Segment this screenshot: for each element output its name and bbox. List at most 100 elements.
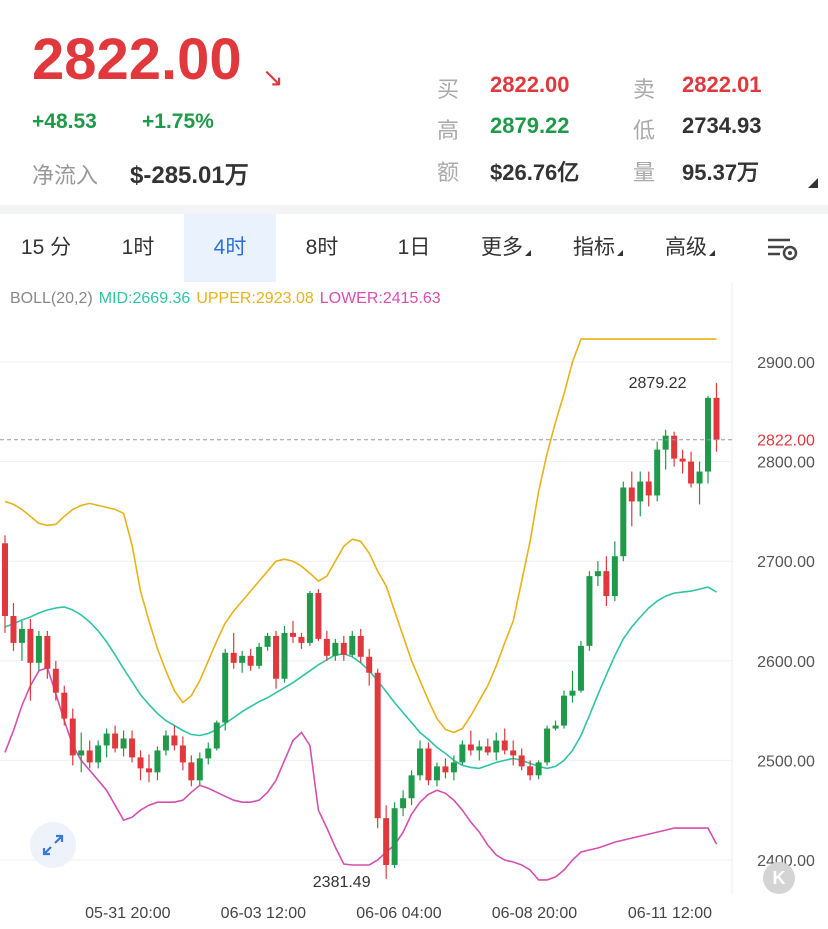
candle-body — [69, 718, 76, 756]
candle-body — [264, 635, 271, 647]
x-tick-label: 06-08 20:00 — [492, 905, 578, 922]
candle-body — [154, 750, 161, 773]
candle-body — [323, 638, 330, 656]
candle-body — [222, 652, 229, 723]
candle-body — [374, 672, 381, 819]
candle-body — [196, 758, 203, 781]
candle-body — [35, 635, 42, 663]
ask-value: 2822.01 — [682, 72, 762, 97]
candle-body — [459, 744, 466, 763]
candle-body — [645, 481, 652, 496]
boll-mid-line — [4, 586, 717, 770]
candle-body — [628, 487, 635, 502]
candle-body — [535, 762, 542, 776]
chart-settings-icon[interactable] — [762, 232, 802, 264]
candle-body — [705, 397, 712, 472]
candle-body — [391, 808, 398, 865]
x-tick-label: 06-03 12:00 — [221, 905, 307, 922]
down-right-arrow-icon: ↘ — [262, 62, 284, 92]
candle-body — [493, 740, 500, 753]
y-tick-label: 2600.00 — [757, 654, 815, 671]
tab-15m[interactable]: 15 分 — [20, 236, 72, 259]
candle-body — [332, 642, 339, 656]
k-logo-button[interactable]: K — [763, 862, 795, 894]
tab-8h[interactable]: 8时 — [305, 236, 339, 259]
candle-body — [586, 576, 593, 646]
candle-body — [2, 543, 8, 616]
candle-body — [383, 818, 390, 865]
high-annotation: 2879.22 — [629, 375, 687, 392]
tab-1d[interactable]: 1日 — [397, 236, 431, 259]
tab-indicators[interactable]: 指标 — [552, 214, 644, 282]
candle-body — [349, 635, 356, 655]
price-change-pct: +1.75% — [142, 110, 214, 133]
expand-arrows-icon — [42, 834, 64, 856]
x-tick-label: 06-11 12:00 — [628, 905, 712, 922]
candle-body — [129, 738, 136, 758]
candle-body — [662, 435, 669, 450]
candle-body — [679, 458, 686, 462]
candle-body — [171, 735, 178, 746]
candle-body — [205, 748, 212, 759]
bid-label: 买 — [437, 77, 460, 102]
dropdown-triangle-icon — [709, 250, 715, 256]
fullscreen-button[interactable] — [30, 822, 76, 868]
last-price: 2822.00 — [32, 27, 242, 92]
y-tick-label: 2700.00 — [757, 554, 815, 571]
tab-4h[interactable]: 4时 — [184, 214, 276, 282]
candle-body — [671, 435, 678, 459]
low-label: 低 — [633, 118, 656, 143]
candle-body — [400, 798, 407, 809]
candle-body — [145, 768, 152, 773]
volume-label: 量 — [633, 160, 656, 185]
candle-body — [366, 656, 373, 673]
quote-header: 2822.00 ↘ +48.53 +1.75% 净流入 $-285.01万 买 … — [0, 0, 828, 205]
candle-body — [450, 762, 457, 773]
y-tick-label: 2500.00 — [757, 753, 815, 770]
tab-more[interactable]: 更多 — [460, 214, 552, 282]
bid-value: 2822.00 — [490, 72, 570, 97]
candle-body — [603, 571, 610, 597]
candle-body — [654, 449, 661, 496]
boll-mid: MID:2669.36 — [98, 290, 191, 307]
candle-body — [256, 646, 263, 666]
low-annotation: 2381.49 — [313, 874, 371, 891]
price-change: +48.53 — [32, 110, 97, 133]
candle-body — [442, 766, 449, 773]
candle-body — [577, 645, 584, 691]
candle-body — [433, 766, 440, 781]
timeframe-tabs: 15 分 1时 4时 8时 1日 更多 指标 高级 — [0, 214, 828, 282]
candle-body — [527, 766, 534, 776]
candle-body — [273, 635, 280, 679]
boll-legend: BOLL(20,2) MID:2669.36 UPPER:2923.08 LOWER:… — [10, 290, 447, 308]
candle-body — [552, 725, 559, 729]
candle-body — [289, 632, 296, 637]
volume-value: 95.37万 — [682, 160, 760, 185]
candle-body — [120, 738, 127, 749]
boll-lower-line — [4, 666, 718, 881]
netflow-label: 净流入 — [32, 163, 99, 188]
netflow-value: $-285.01万 — [130, 162, 249, 189]
high-value: 2879.22 — [490, 113, 570, 138]
candle-body — [518, 755, 525, 767]
candle-body — [696, 471, 703, 484]
candle-body — [637, 481, 644, 502]
high-label: 高 — [437, 118, 460, 143]
candle-body — [188, 762, 195, 781]
candle-body — [544, 728, 551, 763]
candle-body — [230, 652, 237, 663]
ask-label: 卖 — [633, 77, 656, 102]
dropdown-triangle-icon — [525, 250, 531, 256]
candle-body — [357, 635, 364, 657]
turnover-label: 额 — [437, 160, 460, 185]
candle-body — [179, 745, 186, 763]
boll-upper: UPPER:2923.08 — [196, 290, 314, 307]
candle-body — [340, 642, 347, 655]
tab-1h[interactable]: 1时 — [121, 236, 155, 259]
y-tick-label: 2800.00 — [757, 455, 815, 472]
candle-body — [569, 690, 576, 696]
candle-body — [137, 757, 144, 769]
expand-corner-icon[interactable] — [808, 178, 818, 188]
tab-advanced[interactable]: 高级 — [644, 214, 736, 282]
